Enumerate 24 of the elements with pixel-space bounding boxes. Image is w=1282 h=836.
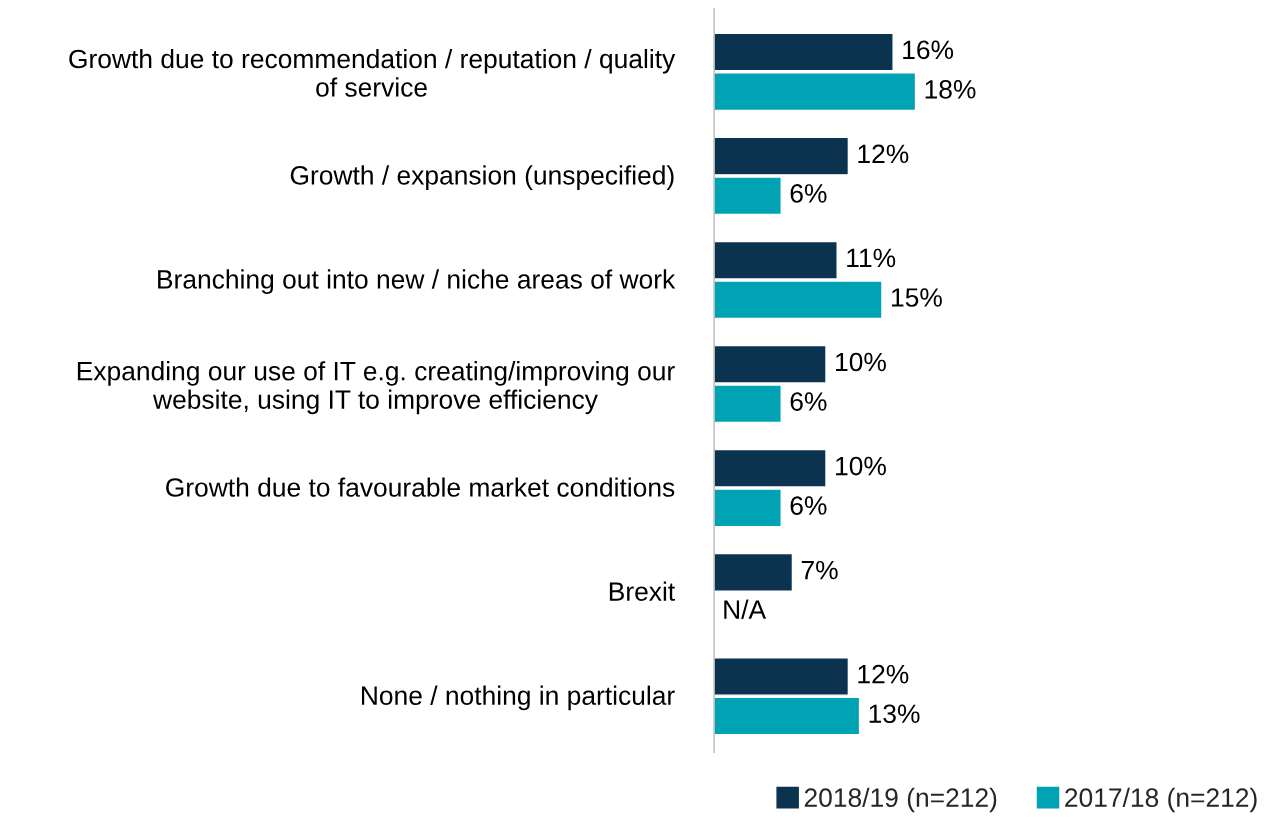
legend-label: 2017/18 (n=212) <box>1065 787 1257 813</box>
y-tick-label: Branching out into new / niche areas of work <box>158 269 676 294</box>
data-label: 6% <box>790 184 827 203</box>
data-label: 11% <box>847 248 896 268</box>
legend-label: 2018/19 (n=212) <box>804 787 997 813</box>
data-label: 10% <box>836 352 886 372</box>
y-tick-label: Growth / expansion (unspecified) <box>290 165 674 190</box>
data-label: 10% <box>836 456 886 476</box>
y-tick-label: None / nothing in particular <box>361 685 675 711</box>
data-label: 7% <box>801 560 838 580</box>
data-label: 6% <box>790 392 827 411</box>
data-label: 12% <box>858 664 909 684</box>
y-tick-label: Growth due to favourable market conditions <box>166 477 675 497</box>
data-label: 6% <box>790 496 827 515</box>
data-label: 15% <box>892 288 942 307</box>
data-label: 13% <box>869 704 920 724</box>
y-tick-label: Expanding our use of IT e.g. creating/improving our website, using IT to improve efficiency <box>77 361 675 415</box>
y-tick-label: Brexit <box>609 581 675 601</box>
y-tick-label: Growth due to recommendation / reputation / quality of service <box>69 48 676 97</box>
bar <box>714 552 794 592</box>
data-label: 18% <box>925 80 976 99</box>
data-label: 16% <box>903 40 954 60</box>
text: N/A <box>724 599 767 619</box>
data-label: 12% <box>858 144 909 164</box>
